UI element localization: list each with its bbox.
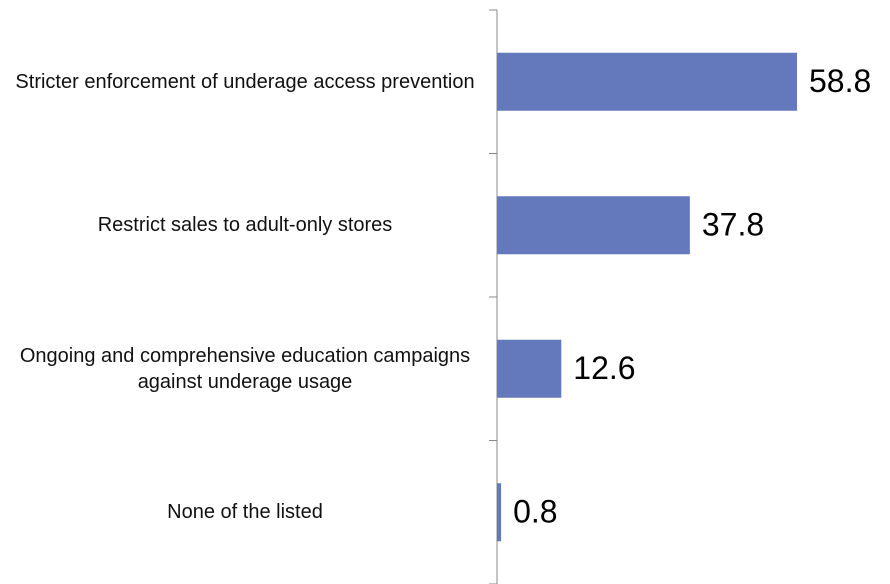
value-label: 58.8 bbox=[809, 63, 871, 99]
category-label: Stricter enforcement of underage access … bbox=[15, 70, 475, 93]
bar bbox=[497, 52, 797, 111]
category-label: Ongoing and comprehensive education camp… bbox=[19, 344, 471, 393]
category-label: Restrict sales to adult-only stores bbox=[97, 214, 393, 237]
bar bbox=[497, 196, 690, 255]
value-label: 0.8 bbox=[513, 494, 557, 530]
value-label: 37.8 bbox=[702, 207, 764, 243]
bar bbox=[497, 339, 562, 398]
category-label: None of the listed bbox=[167, 501, 323, 524]
value-label: 12.6 bbox=[573, 350, 635, 386]
bar bbox=[497, 483, 502, 542]
